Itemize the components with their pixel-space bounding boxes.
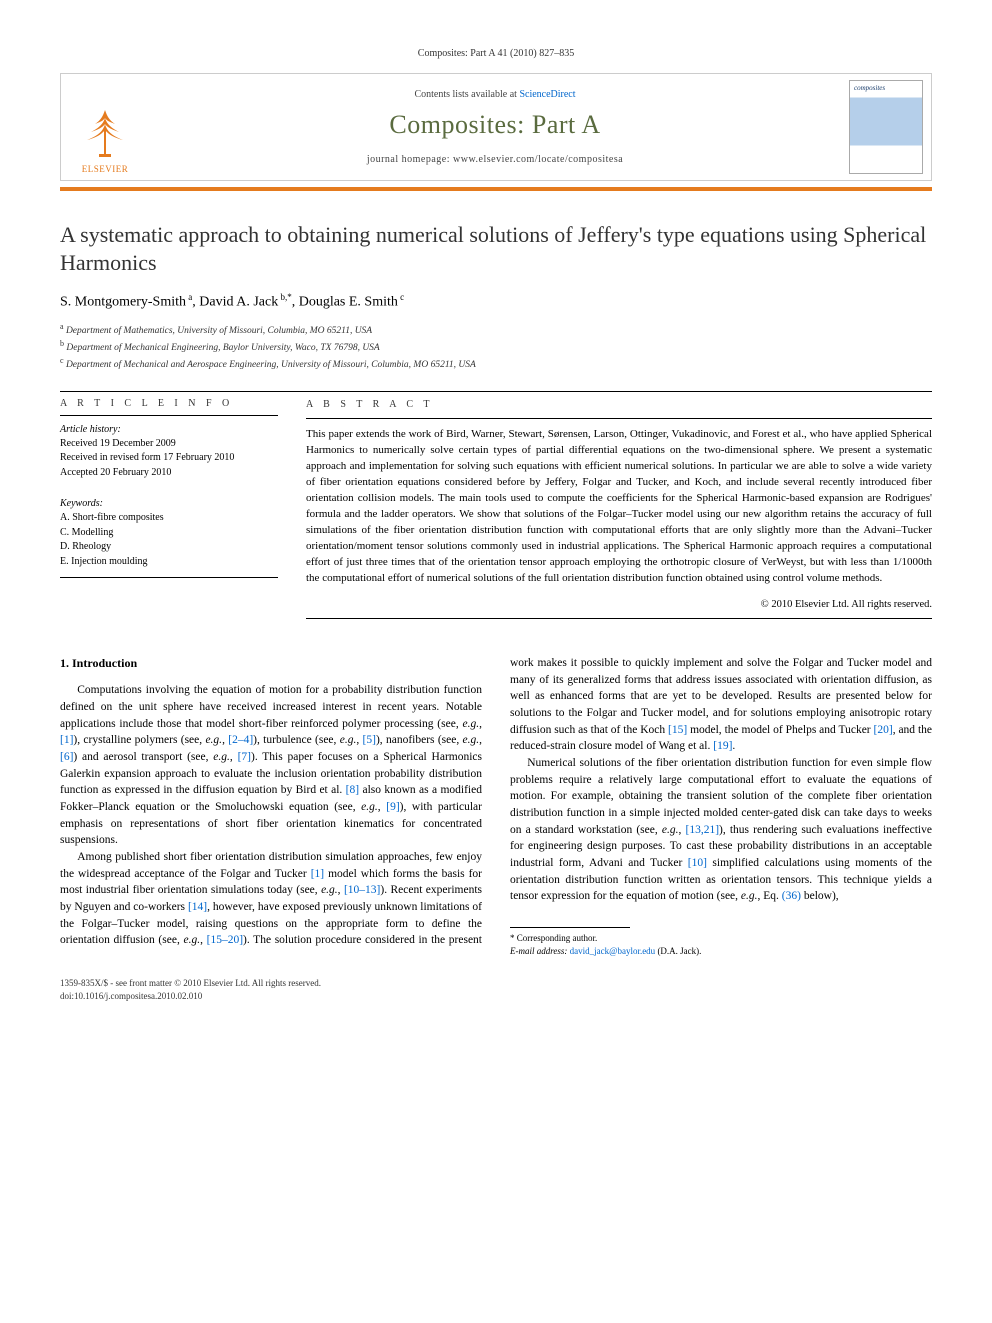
email-line: E-mail address: david_jack@baylor.edu (D… <box>510 945 932 958</box>
rule-top <box>60 391 932 392</box>
keyword-c: C. Modelling <box>60 526 278 541</box>
ref-link[interactable]: [2–4] <box>228 734 253 746</box>
abstract-block: A B S T R A C T This paper extends the w… <box>306 398 932 625</box>
history-revised: Received in revised form 17 February 201… <box>60 451 278 466</box>
publisher-name: ELSEVIER <box>82 164 129 174</box>
ref-link[interactable]: [13,21] <box>685 824 719 836</box>
ref-link[interactable]: [10–13] <box>344 884 380 896</box>
keywords-head: Keywords: <box>60 498 278 509</box>
ref-link[interactable]: [10] <box>688 857 707 869</box>
masthead-center: Contents lists available at ScienceDirec… <box>149 74 841 180</box>
ref-link[interactable]: [9] <box>386 801 399 813</box>
history-received: Received 19 December 2009 <box>60 437 278 452</box>
front-matter-line: 1359-835X/$ - see front matter © 2010 El… <box>60 977 932 990</box>
author-1-aff: a <box>186 292 192 302</box>
author-3: Douglas E. Smith <box>299 295 398 310</box>
ref-link[interactable]: [15–20] <box>207 934 243 946</box>
publisher-block: ELSEVIER <box>61 74 149 180</box>
homepage-prefix: journal homepage: <box>367 154 453 165</box>
orange-divider <box>60 187 932 191</box>
footnote-rule <box>510 927 630 928</box>
para-3: Numerical solutions of the fiber orienta… <box>510 755 932 905</box>
eq-link[interactable]: (36) <box>782 890 801 902</box>
sciencedirect-link[interactable]: ScienceDirect <box>519 89 575 100</box>
section-1-head: 1. Introduction <box>60 655 482 672</box>
author-3-aff: c <box>398 292 404 302</box>
ref-link[interactable]: [19] <box>713 740 732 752</box>
history-accepted: Accepted 20 February 2010 <box>60 466 278 481</box>
abstract-head: A B S T R A C T <box>306 398 932 413</box>
ref-link[interactable]: [1] <box>311 868 324 880</box>
ref-link[interactable]: [5] <box>363 734 376 746</box>
author-list: S. Montgomery-Smith a, David A. Jack b,*… <box>60 292 932 311</box>
keyword-d: D. Rheology <box>60 540 278 555</box>
ref-link[interactable]: [20] <box>874 724 893 736</box>
author-2: David A. Jack <box>199 295 278 310</box>
email-link[interactable]: david_jack@baylor.edu <box>570 946 656 956</box>
info-head: A R T I C L E I N F O <box>60 398 278 409</box>
keyword-e: E. Injection moulding <box>60 555 278 570</box>
affil-a: a Department of Mathematics, University … <box>60 321 932 338</box>
author-1: S. Montgomery-Smith <box>60 295 186 310</box>
ref-link[interactable]: [7] <box>238 751 251 763</box>
elsevier-tree-icon <box>75 102 135 162</box>
ref-link[interactable]: [8] <box>346 784 359 796</box>
journal-name: Composites: Part A <box>155 110 835 140</box>
email-label: E-mail address: <box>510 946 567 956</box>
masthead: ELSEVIER Contents lists available at Sci… <box>60 73 932 181</box>
article-title: A systematic approach to obtaining numer… <box>60 221 932 276</box>
homepage-url: www.elsevier.com/locate/compositesa <box>453 154 623 165</box>
abstract-text: This paper extends the work of Bird, War… <box>306 427 932 586</box>
doi-line: doi:10.1016/j.compositesa.2010.02.010 <box>60 990 932 1003</box>
ref-link[interactable]: [14] <box>188 901 207 913</box>
ref-link[interactable]: [1] <box>60 734 73 746</box>
corresponding-note: * Corresponding author. <box>510 932 932 945</box>
contents-prefix: Contents lists available at <box>414 89 519 100</box>
cover-thumb-block <box>841 74 931 180</box>
ref-link[interactable]: [6] <box>60 751 73 763</box>
author-2-aff: b,* <box>278 292 292 302</box>
history-head: Article history: <box>60 424 278 435</box>
homepage-line: journal homepage: www.elsevier.com/locat… <box>155 154 835 165</box>
email-suffix: (D.A. Jack). <box>655 946 701 956</box>
keyword-a: A. Short-fibre composites <box>60 511 278 526</box>
journal-cover-icon <box>849 80 923 174</box>
body-text: 1. Introduction Computations involving t… <box>60 655 932 957</box>
affil-c: c Department of Mechanical and Aerospace… <box>60 355 932 372</box>
affil-b: b Department of Mechanical Engineering, … <box>60 338 932 355</box>
contents-line: Contents lists available at ScienceDirec… <box>155 89 835 100</box>
para-1: Computations involving the equation of m… <box>60 682 482 849</box>
ref-link[interactable]: [15] <box>668 724 687 736</box>
copyright-line: © 2010 Elsevier Ltd. All rights reserved… <box>306 597 932 612</box>
article-info: A R T I C L E I N F O Article history: R… <box>60 398 278 625</box>
affiliations: a Department of Mathematics, University … <box>60 321 932 373</box>
running-head: Composites: Part A 41 (2010) 827–835 <box>60 48 932 59</box>
bottom-matter: 1359-835X/$ - see front matter © 2010 El… <box>60 977 932 1002</box>
